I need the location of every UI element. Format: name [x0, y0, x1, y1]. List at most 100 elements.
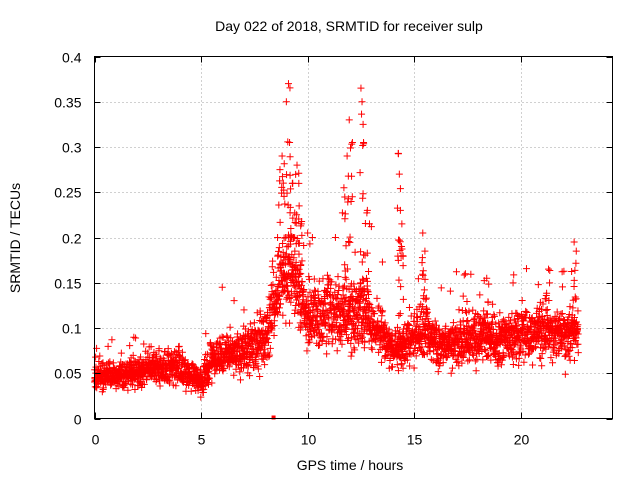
data-point [543, 306, 551, 314]
data-point [287, 237, 295, 245]
data-point [117, 349, 125, 357]
data-point [489, 300, 497, 308]
data-point-spike [297, 222, 305, 230]
data-point [347, 334, 355, 342]
data-point [227, 334, 235, 342]
data-point-spike [341, 193, 349, 201]
data-point [211, 370, 219, 378]
data-point [289, 263, 297, 271]
data-point-spike [359, 275, 367, 283]
data-point [529, 361, 537, 369]
data-point [388, 331, 396, 339]
data-point [336, 322, 344, 330]
data-point [472, 367, 480, 375]
y-tick-label: 0.25 [54, 185, 81, 201]
data-point [236, 368, 244, 376]
data-point-spike [345, 116, 353, 124]
data-point-spike [286, 171, 294, 179]
data-point-spike [295, 202, 303, 210]
data-point [398, 360, 406, 368]
data-point [276, 300, 284, 308]
data-point-spike [480, 277, 488, 285]
data-point [439, 359, 447, 367]
data-point [405, 321, 413, 329]
data-point-spike [348, 172, 356, 180]
data-point [304, 339, 312, 347]
data-point [413, 313, 421, 321]
data-point [218, 283, 226, 291]
data-point [558, 283, 566, 291]
data-point-spike [276, 218, 284, 226]
data-point [200, 385, 208, 393]
data-point [556, 315, 564, 323]
data-point [574, 330, 582, 338]
data-point [322, 318, 330, 326]
data-point-spike [341, 215, 349, 223]
data-point-spike [356, 169, 364, 177]
data-point [547, 354, 555, 362]
data-point [549, 322, 557, 330]
data-point [377, 358, 385, 366]
data-point [147, 343, 155, 351]
data-point-spike [421, 275, 429, 283]
data-point [418, 316, 426, 324]
data-point [253, 309, 261, 317]
data-point-spike [344, 306, 352, 314]
data-point [538, 350, 546, 358]
data-point [442, 322, 450, 330]
data-point [342, 275, 350, 283]
data-point [506, 317, 514, 325]
data-point [338, 340, 346, 348]
data-point [370, 310, 378, 318]
data-point [290, 254, 298, 262]
data-point [467, 270, 475, 278]
data-point-spike [359, 142, 367, 150]
data-point [164, 372, 172, 380]
data-point [464, 357, 472, 365]
data-point-spike [280, 160, 288, 168]
data-point-spike [365, 299, 373, 307]
data-point [554, 317, 562, 325]
data-point [358, 258, 366, 266]
data-point-spike [362, 306, 370, 314]
data-point-spike [485, 325, 493, 333]
data-point-spike [345, 237, 353, 245]
data-point [274, 234, 282, 241]
data-point-spike [293, 211, 301, 219]
data-point-spike [304, 293, 312, 301]
data-point [510, 315, 518, 323]
data-point-spike [357, 248, 365, 256]
data-point [491, 312, 499, 320]
data-point [166, 376, 174, 384]
data-point [310, 294, 318, 302]
data-point [126, 342, 134, 350]
data-point [240, 322, 248, 330]
data-point [489, 325, 497, 333]
x-tick-label: 20 [514, 432, 530, 448]
data-point [476, 291, 484, 299]
data-point [537, 354, 545, 362]
data-point [269, 257, 277, 265]
data-point [484, 319, 492, 327]
data-point [283, 243, 291, 251]
data-point [540, 343, 548, 351]
data-point [414, 275, 422, 283]
data-point-spike [420, 286, 428, 294]
data-point [455, 306, 463, 314]
data-point [175, 342, 183, 350]
data-point [471, 357, 479, 365]
data-point [274, 310, 282, 318]
data-point-spike [347, 197, 355, 205]
data-point-spike [463, 318, 471, 326]
data-point [460, 347, 468, 355]
data-point [92, 353, 100, 361]
data-point [399, 364, 407, 372]
data-point [520, 317, 528, 325]
data-point [353, 325, 361, 333]
data-point [361, 338, 369, 346]
data-point [340, 284, 348, 292]
y-axis-label: SRMTID / TECUs [7, 183, 23, 293]
data-point [332, 281, 340, 289]
data-point-spike [292, 170, 300, 178]
